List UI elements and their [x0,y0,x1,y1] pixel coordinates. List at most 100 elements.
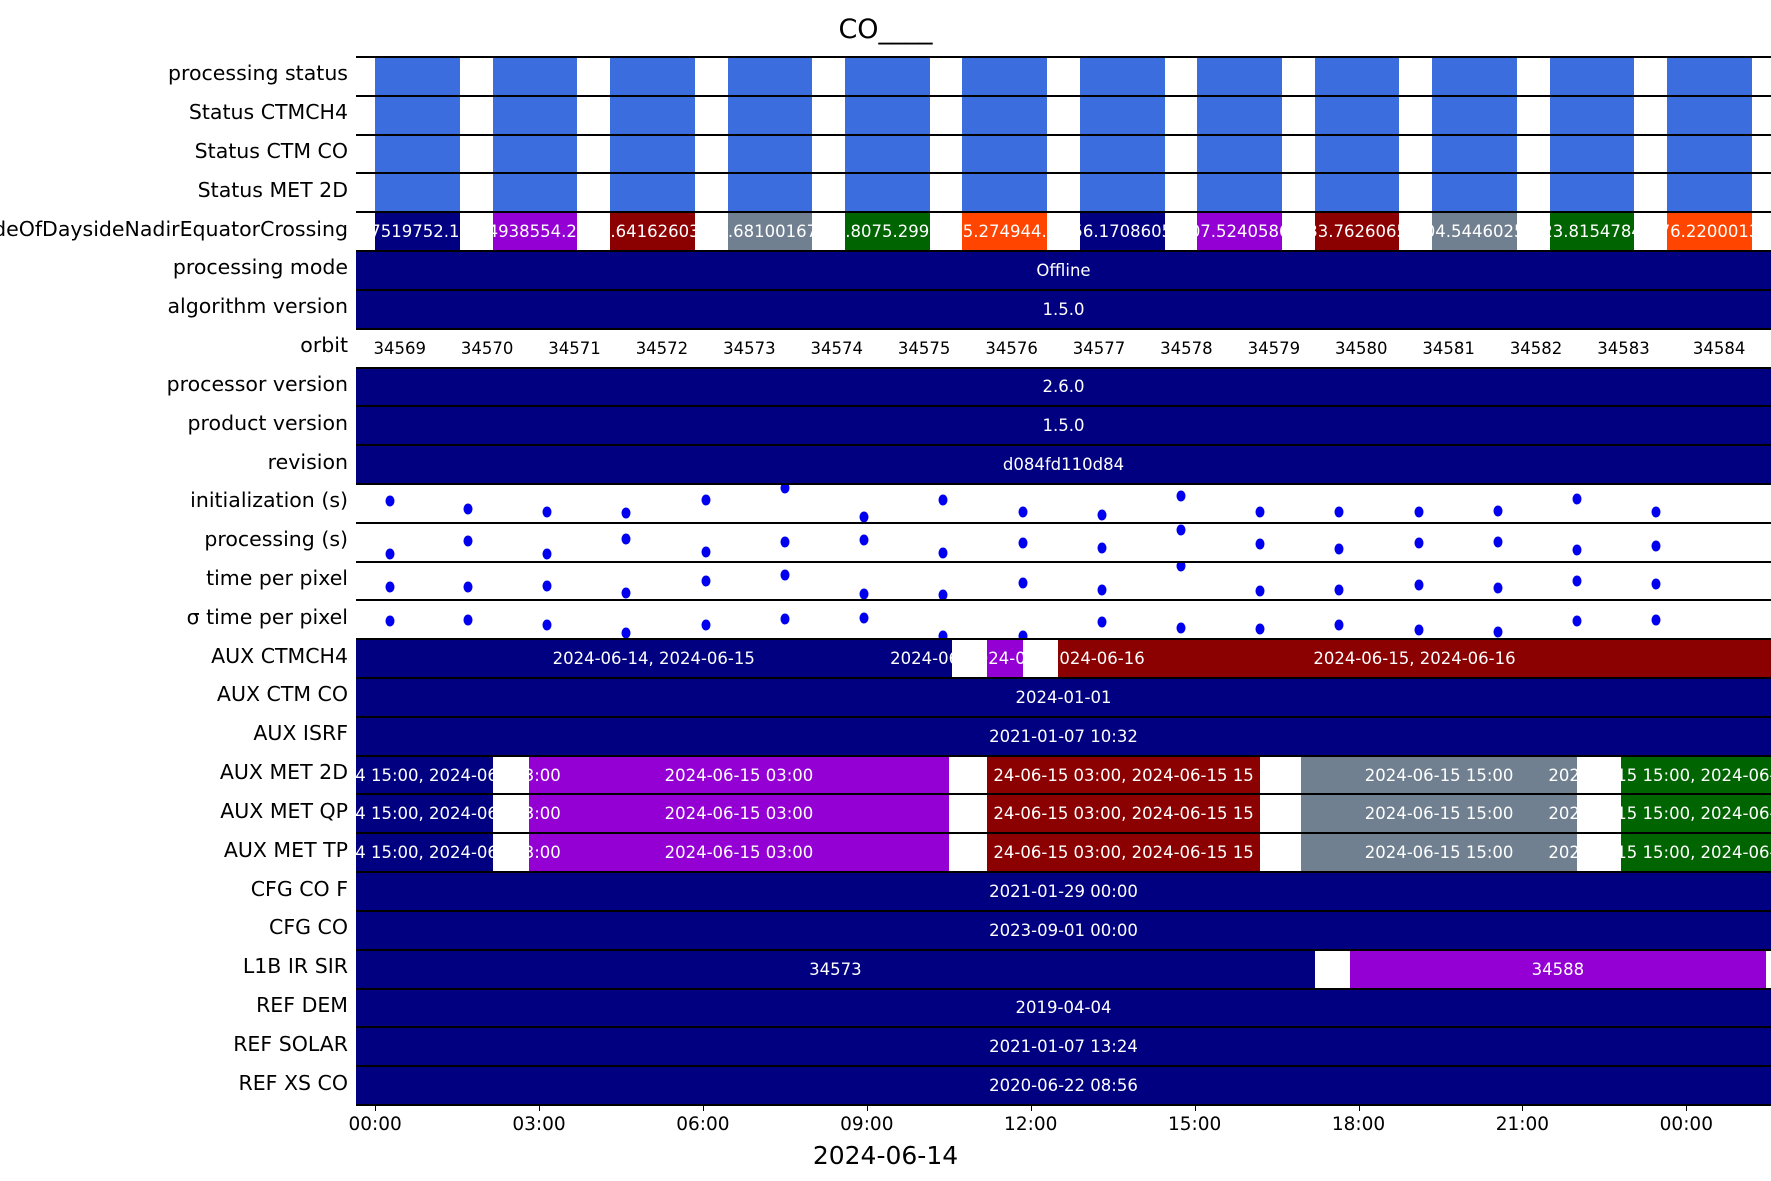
timeline-segment[interactable]: 34576 [967,329,1056,367]
timeline-segment[interactable] [962,58,1048,95]
timeline-segment[interactable] [1314,950,1351,988]
timeline-segment[interactable] [1079,174,1165,212]
timeline-segment[interactable] [1432,174,1517,212]
timeline-segment[interactable]: 24-06-15 03:00, 2024-06-15 15 [987,756,1261,794]
timeline-segment[interactable] [1667,135,1752,173]
timeline-segment[interactable] [1079,96,1165,134]
timeline-row-ngitudeofdaysidenadirequatorcrossing[interactable]: 84.7519752.1985 64.4938554.2418 44.6416260… [356,213,1771,253]
timeline-segment[interactable] [1314,58,1400,95]
timeline-segment[interactable] [1432,135,1517,173]
timeline-segment[interactable]: 34581 [1404,329,1493,367]
timeline-segment[interactable]: 34579 [1230,329,1318,367]
timeline-segment[interactable]: 2024-06- [967,640,1042,678]
timeline-segment[interactable] [1549,174,1635,212]
timeline-row-ref-xs-co[interactable]: 2020-06-22 08:56 [356,1067,1771,1106]
timeline-segment[interactable] [1079,135,1165,173]
timeline-row-aux-met-qp[interactable]: 14 15:00, 2024-06- 2024-06-15 03:00 24-06-… [356,795,1771,835]
timeline-segment[interactable]: 24-06-15 03:00, 2024-06-15 15 [987,795,1261,833]
timeline-segment[interactable] [1549,96,1635,134]
timeline-row-product-version[interactable]: 1.5.0 [356,407,1771,447]
timeline-segment[interactable]: 14 15:00, 2024-06- [356,795,504,833]
timeline-segment[interactable]: 04.5446025 [1425,213,1524,251]
timeline-segment[interactable] [610,135,695,173]
timeline-segment[interactable] [610,96,695,134]
timeline-segment[interactable] [1197,58,1283,95]
timeline-segment[interactable]: 2024-01-01 [356,679,1771,716]
timeline-row-ref-solar[interactable]: 2021-01-07 13:24 [356,1028,1771,1068]
timeline-segment[interactable]: 2021-01-29 00:00 [356,873,1771,910]
timeline-row-cfg-co-f[interactable]: 2021-01-29 00:00 [356,873,1771,912]
timeline-segment[interactable]: 2.6.0 [356,368,1771,406]
timeline-row-processing-mode[interactable]: Offline [356,252,1771,291]
timeline-segment[interactable] [492,795,530,833]
timeline-segment[interactable]: 1.5.0 [356,407,1771,445]
timeline-row-status-ctm-co[interactable] [356,135,1771,175]
timeline-row-aux-isrf[interactable]: 2021-01-07 10:32 [356,717,1771,757]
timeline-segment[interactable]: 2024-06-14, 2024-06-15 [356,640,952,678]
timeline-row-status-ctmch4[interactable] [356,96,1771,136]
timeline-segment[interactable]: 37.68100167.9 [707,213,833,251]
timeline-segment[interactable]: 56.8075.29953 [824,213,950,251]
timeline-segment[interactable] [1260,795,1302,833]
timeline-row-processor-version[interactable]: 2.6.0 [356,368,1771,408]
timeline-segment[interactable]: 2021-01-07 13:24 [356,1028,1771,1066]
timeline-row-algorithm-version[interactable]: 1.5.0 [356,290,1771,330]
timeline-segment[interactable]: 84.7519752.1985 [356,213,491,251]
timeline-row-cfg-co[interactable]: 2023-09-01 00:00 [356,911,1771,951]
timeline-segment[interactable] [727,96,813,134]
timeline-segment[interactable]: 76.2200013 [1660,213,1759,251]
timeline-row-orbit[interactable]: 34569 34570 34571 34572 34573 34574 34575 34576… [356,329,1771,369]
timeline-segment[interactable]: 1.5.0 [356,290,1771,328]
timeline-segment[interactable] [727,174,813,212]
timeline-segment[interactable] [951,640,987,678]
timeline-row-initialization-s[interactable] [356,484,1771,524]
timeline-segment[interactable] [948,834,987,872]
timeline-segment[interactable] [610,58,695,95]
timeline-segment[interactable]: 33.7626065 [1307,213,1407,251]
timeline-row-revision[interactable]: d084fd110d84 [356,446,1771,485]
timeline-row-l1b-ir-sir[interactable]: 34573 34588 [356,950,1771,990]
timeline-segment[interactable]: 34574 [793,329,881,367]
timeline-row-ref-dem[interactable]: 2019-04-04 [356,989,1771,1029]
timeline-segment[interactable]: 34571 [530,329,619,367]
timeline-segment[interactable] [492,96,578,134]
timeline-segment[interactable] [1314,135,1400,173]
timeline-row-processing-s[interactable] [356,523,1771,563]
timeline-row-sigma-time-per-pixel[interactable] [356,601,1771,641]
timeline-segment[interactable]: 34573 [356,950,1315,988]
timeline-segment[interactable] [948,795,987,833]
timeline-segment[interactable] [375,135,460,173]
timeline-segment[interactable]: 14 15:00, 2024-06- [356,756,504,794]
timeline-segment[interactable] [1549,135,1635,173]
timeline-segment[interactable] [844,135,930,173]
timeline-segment[interactable] [492,834,530,872]
timeline-segment[interactable]: 07.5240586 [1190,213,1290,251]
timeline-segment[interactable]: 2024-06-15 15:00 [1301,834,1578,872]
timeline-row-aux-ctm-co[interactable]: 2024-01-01 [356,679,1771,718]
timeline-segment[interactable]: 34572 [618,329,706,367]
timeline-segment[interactable] [375,58,460,95]
timeline-segment[interactable] [727,58,813,95]
timeline-segment[interactable]: 34582 [1492,329,1580,367]
timeline-segment[interactable] [610,174,695,212]
timeline-segment[interactable]: 2020-06-22 08:56 [356,1067,1771,1104]
timeline-segment[interactable]: 15 15:00, 2024-06- [1616,834,1771,872]
timeline-segment[interactable]: 64.4938554.2418 [461,213,608,251]
timeline-segment[interactable] [375,174,460,212]
timeline-segment[interactable]: 15 15:00, 2024-06- [1616,795,1771,833]
timeline-segment[interactable]: 2024-06-15 03:00 [529,795,949,833]
timeline-segment[interactable]: 2024-06-15 03:00 [529,834,949,872]
timeline-segment[interactable] [962,135,1048,173]
timeline-segment[interactable] [1432,58,1517,95]
timeline-segment[interactable] [492,174,578,212]
timeline-segment[interactable] [844,174,930,212]
timeline-segment[interactable]: 2019-04-04 [356,989,1771,1027]
timeline-row-status-met-2d[interactable] [356,174,1771,214]
timeline-row-aux-met-tp[interactable]: 14 15:00, 2024-06- 2024-06-15 03:00 24-06-… [356,834,1771,874]
timeline-segment[interactable] [1022,640,1059,678]
timeline-segment[interactable]: 15 15:00, 2024-06- [1616,756,1771,794]
timeline-segment[interactable] [492,756,530,794]
timeline-segment[interactable]: 34580 [1317,329,1405,367]
timeline-segment[interactable] [844,96,930,134]
timeline-segment[interactable] [1260,834,1302,872]
